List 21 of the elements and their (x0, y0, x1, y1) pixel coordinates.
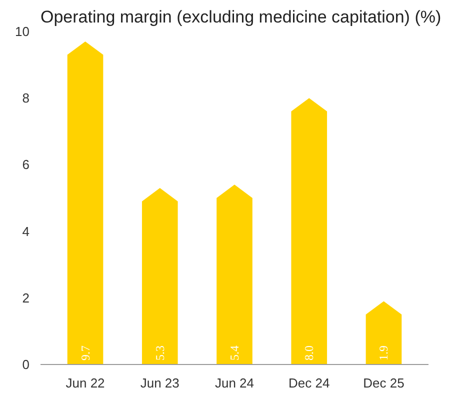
data-label: 9.7 (78, 346, 92, 361)
bar (67, 41, 104, 364)
y-tick-label: 0 (22, 357, 30, 372)
x-tick-label: Jun 24 (214, 376, 254, 390)
data-label: 8.0 (302, 346, 316, 361)
data-label: 5.3 (152, 346, 167, 361)
bar (291, 98, 328, 364)
bar (216, 184, 252, 364)
x-tick-label: Dec 24 (288, 376, 330, 390)
bar (142, 188, 178, 364)
y-tick-label: 10 (15, 24, 30, 39)
data-label: 5.4 (228, 346, 242, 361)
y-tick-label: 6 (22, 157, 30, 172)
y-tick-label: 2 (22, 290, 30, 306)
y-tick-label: 8 (22, 90, 30, 106)
x-tick-label: Dec 25 (363, 376, 404, 390)
x-tick-label: Jun 23 (140, 376, 180, 390)
data-label: 1.9 (376, 346, 391, 361)
y-tick-label: 4 (22, 224, 30, 239)
chart-title: Operating margin (excluding medicine capitation) (%) (40, 8, 442, 26)
x-tick-label: Jun 22 (66, 376, 105, 390)
